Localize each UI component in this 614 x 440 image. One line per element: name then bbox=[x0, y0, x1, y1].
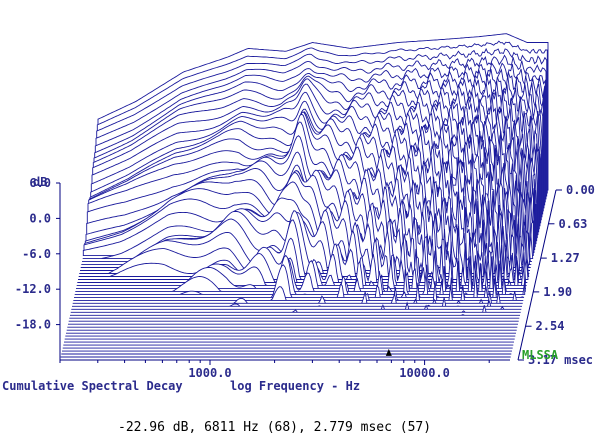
time-tick-label-5: 3.17 msec bbox=[528, 353, 593, 367]
x-ticks: 1000.0 10000.0 bbox=[59, 360, 490, 380]
y-tick-label-0: 6.0 bbox=[29, 176, 51, 190]
chart-title: Cumulative Spectral Decay bbox=[2, 379, 183, 393]
decay-slice-37 bbox=[73, 280, 524, 301]
time-tick-label-2: 1.27 bbox=[551, 251, 580, 265]
y-tick-label-2: -6.0 bbox=[22, 247, 51, 261]
time-tick-label-0: 0.00 bbox=[566, 183, 595, 197]
y-tick-label-1: 0.0 bbox=[29, 211, 51, 225]
decay-slices bbox=[60, 33, 549, 361]
time-tick-label-3: 1.90 bbox=[543, 285, 572, 299]
decay-slice-40 bbox=[71, 301, 522, 310]
decay-slice-42 bbox=[70, 314, 520, 316]
y-ticks: 6.0 0.0 -6.0 -12.0 -18.0 bbox=[15, 176, 60, 332]
decay-slice-38 bbox=[72, 291, 523, 304]
decay-slice-39 bbox=[72, 297, 522, 307]
y-axis-unit: dB bbox=[33, 175, 47, 189]
time-ticks: 0.00 0.63 1.27 1.90 2.54 3.17 msec bbox=[517, 183, 595, 367]
time-tick-label-1: 0.63 bbox=[558, 217, 587, 231]
time-axis-line bbox=[517, 189, 557, 361]
decay-slice-34 bbox=[75, 258, 526, 292]
x-tick-label-1: 10000.0 bbox=[399, 366, 450, 380]
x-tick-label-0: 1000.0 bbox=[188, 366, 231, 380]
cursor-readout: -22.96 dB, 6811 Hz (68), 2.779 msec (57) bbox=[118, 420, 431, 435]
y-tick-label-3: -12.0 bbox=[15, 282, 51, 296]
decay-slice-41 bbox=[70, 305, 521, 313]
time-tick-label-4: 2.54 bbox=[536, 319, 565, 333]
cursor-marker bbox=[385, 348, 392, 356]
y-tick-label-4: -18.0 bbox=[15, 318, 51, 332]
chart-axes bbox=[59, 183, 510, 361]
brand-label: MLSSA bbox=[522, 348, 559, 362]
x-axis-label: log Frequency - Hz bbox=[230, 379, 360, 393]
